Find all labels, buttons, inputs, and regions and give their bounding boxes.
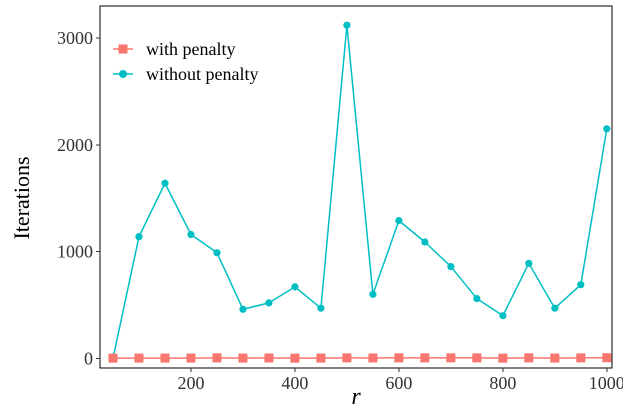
data-point-without-penalty	[265, 299, 273, 307]
y-axis-title: Iterations	[9, 156, 34, 239]
data-point-with-penalty	[160, 353, 170, 363]
data-point-without-penalty	[525, 259, 533, 267]
data-point-with-penalty	[186, 353, 196, 363]
data-point-with-penalty	[108, 353, 118, 363]
x-tick-label: 400	[281, 373, 308, 393]
data-point-with-penalty	[212, 353, 222, 363]
data-point-with-penalty	[264, 353, 274, 363]
data-point-with-penalty	[368, 353, 378, 363]
data-point-with-penalty	[550, 353, 560, 363]
data-point-with-penalty	[576, 353, 586, 363]
data-point-without-penalty	[135, 233, 143, 241]
data-point-without-penalty	[447, 262, 455, 271]
y-tick-label: 2000	[57, 135, 93, 155]
data-point-with-penalty	[342, 353, 352, 363]
data-point-without-penalty	[603, 125, 611, 133]
legend-item-with-penalty: with penalty	[113, 39, 235, 59]
data-point-with-penalty	[394, 353, 404, 363]
x-tick-label: 1000	[589, 373, 623, 393]
data-point-without-penalty	[499, 312, 507, 320]
data-point-without-penalty	[421, 238, 429, 246]
data-point-with-penalty	[498, 353, 508, 363]
legend-label-without-penalty: without penalty	[146, 64, 258, 84]
y-tick-label: 0	[84, 348, 93, 368]
data-point-without-penalty	[161, 179, 169, 187]
data-point-with-penalty	[420, 353, 430, 363]
data-point-without-penalty	[317, 304, 325, 312]
legend: with penalty without penalty	[113, 39, 258, 84]
data-point-without-penalty	[239, 305, 247, 313]
data-point-with-penalty	[316, 353, 326, 363]
x-tick-label: 600	[385, 373, 412, 393]
data-point-without-penalty	[187, 230, 195, 239]
data-point-without-penalty	[551, 304, 559, 312]
data-point-without-penalty	[213, 249, 221, 257]
data-point-without-penalty	[343, 21, 351, 29]
data-point-without-penalty	[395, 217, 403, 225]
x-axis-title: r	[351, 384, 361, 407]
axes-layer: 200 400 600 800 1000 0 1000 2000 3000	[57, 5, 623, 393]
legend-marker-with-penalty	[118, 44, 128, 54]
legend-item-without-penalty: without penalty	[113, 64, 258, 84]
y-tick-label: 3000	[57, 28, 93, 48]
series-line-without-penalty	[112, 24, 608, 359]
data-point-with-penalty	[238, 353, 248, 363]
x-tick-label: 800	[489, 373, 516, 393]
legend-marker-without-penalty	[119, 70, 127, 78]
data-point-with-penalty	[524, 353, 534, 363]
data-point-with-penalty	[472, 353, 482, 363]
x-tick-label: 200	[177, 373, 204, 393]
series-layer	[108, 21, 612, 363]
legend-label-with-penalty: with penalty	[146, 39, 235, 59]
data-point-without-penalty	[369, 290, 377, 298]
data-point-without-penalty	[577, 281, 585, 289]
y-tick-label: 1000	[57, 242, 93, 262]
plot-panel-border	[99, 5, 613, 369]
data-point-with-penalty	[446, 353, 456, 363]
data-point-with-penalty	[290, 353, 300, 363]
data-point-with-penalty	[134, 353, 144, 363]
data-point-with-penalty	[602, 353, 612, 363]
data-point-without-penalty	[291, 283, 299, 291]
data-point-without-penalty	[473, 294, 481, 303]
